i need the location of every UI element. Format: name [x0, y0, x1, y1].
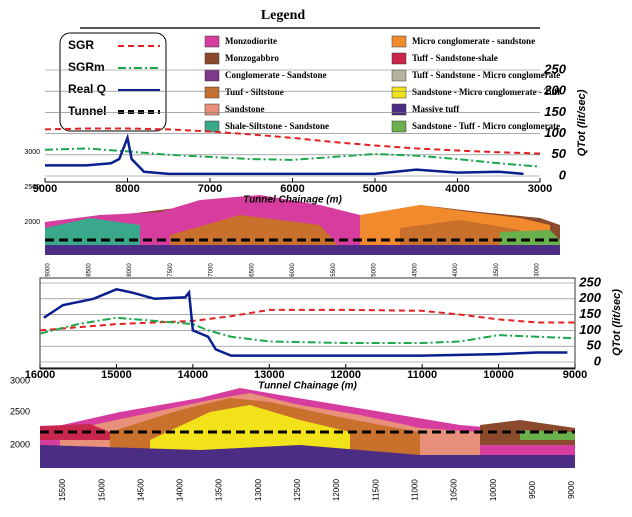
legend-label: Micro conglomerate - sandstone: [412, 36, 535, 46]
x-tick-label: 13000: [254, 369, 285, 381]
chainage-label: 6500: [249, 263, 255, 277]
chainage-label: 8500: [86, 263, 92, 277]
x-tick-label: 10000: [483, 369, 514, 381]
cross-section-2: [40, 388, 575, 468]
y-tick-label: 250: [578, 274, 601, 289]
y-tick-label: 100: [544, 125, 566, 140]
elevation-label: 2000: [24, 219, 40, 226]
legend-label: Monzogabbro: [225, 53, 279, 63]
legend-swatch: [205, 36, 219, 47]
legend-swatch: [392, 121, 406, 132]
chainage-label: 5500: [331, 263, 337, 277]
legend-swatch: [205, 70, 219, 81]
legend-label: Shale-Siltstone - Sandstone: [225, 121, 329, 131]
chainage-label: 13000: [254, 478, 263, 501]
series-line: [44, 289, 568, 355]
chainage-label: 14500: [136, 478, 145, 501]
chainage-label: 5000: [372, 263, 378, 277]
legend-label: Sandstone - Tuff - Micro conglomerate: [412, 121, 560, 131]
y-tick-label: 150: [579, 306, 601, 321]
page: {"legend": {"title": "Legend", "tunnel":…: [0, 0, 632, 517]
y-tick-label: 100: [579, 322, 601, 337]
legend-label: Tuuf - Siltstone: [225, 87, 284, 97]
x-tick-label: 9000: [563, 369, 587, 381]
chainage-label: 3500: [494, 263, 500, 277]
x-tick-label: 5000: [363, 183, 387, 195]
legend-swatch: [205, 87, 219, 98]
legend-title: Legend: [261, 8, 306, 23]
legend-label: Monzodiorite: [225, 36, 277, 46]
y-tick-label: 0: [594, 353, 602, 368]
y-axis-label: QTot (lit/sec): [576, 89, 588, 156]
legend-label: Real Q: [68, 82, 106, 96]
x-tick-label: 14000: [178, 369, 209, 381]
chainage-label: 15500: [58, 478, 67, 501]
x-tick-label: 6000: [280, 183, 304, 195]
x-tick-label: 11000: [407, 369, 437, 381]
x-tick-label: 8000: [115, 183, 139, 195]
x-tick-label: 7000: [198, 183, 222, 195]
chainage-label: 9000: [46, 263, 52, 277]
x-tick-label: 12000: [330, 369, 361, 381]
y-tick-label: 150: [544, 104, 566, 119]
y-tick-label: 0: [559, 167, 567, 182]
y-tick-label: 50: [587, 338, 602, 353]
chainage-label: 10000: [489, 478, 498, 501]
figure: Legend SGR SGRm Real Q Tunnel Monzodiorite Mo…: [0, 0, 632, 517]
legend-label: Conglomerate - Sandstone: [225, 70, 327, 80]
chainage-label: 12000: [332, 478, 341, 501]
chainage-label: 10500: [450, 478, 459, 501]
elevation-label: 2500: [24, 184, 40, 191]
chainage-label: 6000: [290, 263, 296, 277]
elevation-label: 2500: [10, 406, 30, 416]
series-line: [45, 129, 540, 154]
x-tick-label: 15000: [101, 369, 132, 381]
x-tick-label: 4000: [445, 183, 469, 195]
legend-swatch: [392, 36, 406, 47]
chainage-label: 12500: [293, 478, 302, 501]
chainage-label: 13500: [215, 478, 224, 501]
series-line: [45, 138, 524, 174]
chainage-label: 8000: [127, 263, 133, 277]
legend-label: Sandstone - Micro conglomerate - Tuff: [412, 87, 561, 97]
chainage-label: 3000: [535, 263, 541, 277]
chainage-label: 9500: [528, 481, 537, 499]
y-tick-label: 250: [543, 61, 566, 76]
x-axis-label: Tunnel Chainage (m): [258, 381, 357, 392]
legend-swatch: [392, 104, 406, 115]
chainage-label: 4500: [412, 263, 418, 277]
legend-label: SGR: [68, 38, 94, 52]
chainage-label: 14000: [176, 478, 185, 501]
chainage-label: 7500: [168, 263, 174, 277]
chainage-label: 11000: [410, 479, 419, 501]
y-tick-label: 200: [578, 290, 601, 305]
chainage-label: 15000: [97, 478, 106, 501]
y-axis-label: QTot (lit/sec): [611, 289, 623, 356]
chainage-label: 11500: [371, 479, 380, 501]
series-line: [40, 310, 575, 331]
chainage-label: 4000: [453, 263, 459, 277]
legend-swatch: [205, 53, 219, 64]
legend-label: SGRm: [68, 60, 105, 74]
y-tick-label: 50: [552, 146, 567, 161]
legend-swatch: [392, 53, 406, 64]
legend-swatch: [392, 70, 406, 81]
legend-label: Tunnel: [68, 104, 106, 118]
legend-swatch: [205, 104, 219, 115]
elevation-label: 2000: [10, 439, 30, 449]
elevation-label: 3000: [10, 375, 30, 385]
chainage-label: 7000: [209, 263, 215, 277]
x-tick-label: 3000: [528, 183, 552, 195]
legend-label: Tuff - Sandstone - Micro conglomerate: [412, 70, 560, 80]
x-axis-label: Tunnel Chainage (m): [243, 195, 342, 206]
legend-swatch: [392, 87, 406, 98]
legend-label: Tuff - Sandstone-shale: [412, 53, 498, 63]
elevation-label: 3000: [24, 149, 40, 156]
chainage-label: 9000: [567, 481, 576, 499]
y-tick-label: 200: [543, 83, 566, 98]
